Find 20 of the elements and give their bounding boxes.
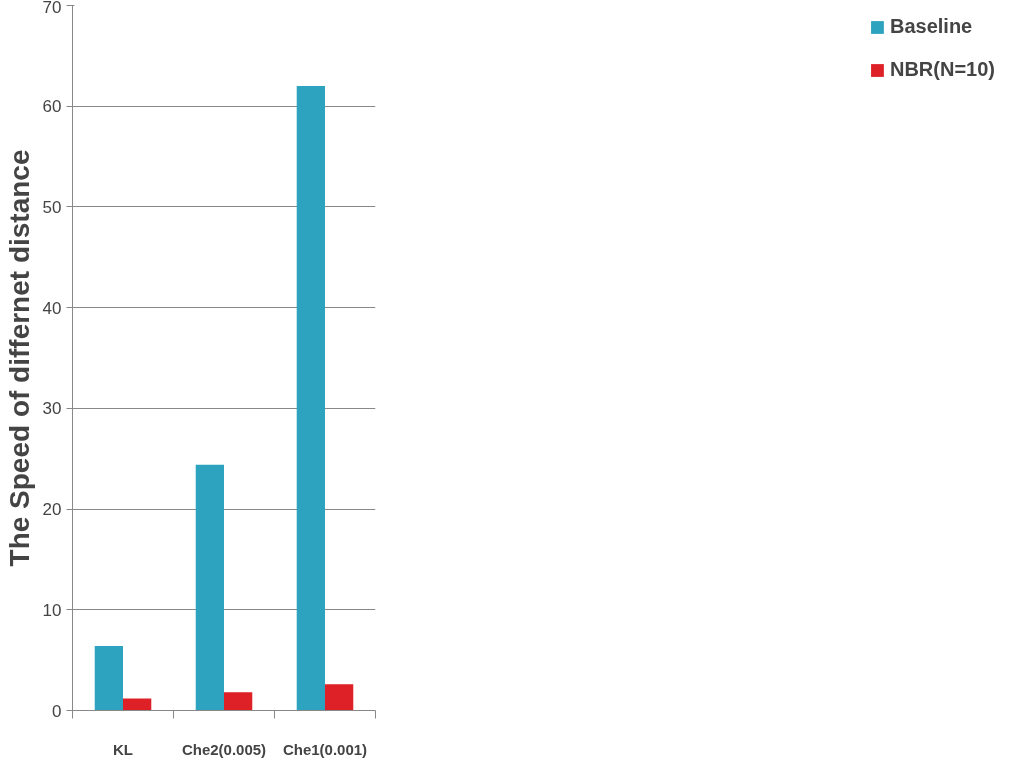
y-tick-label: 40 [42, 298, 62, 318]
bar [296, 86, 325, 711]
x-tick-label: KL [113, 740, 133, 758]
bar [325, 684, 354, 711]
y-tick-label: 50 [42, 197, 62, 217]
legend-label: Baseline [889, 15, 973, 38]
bar [94, 646, 123, 711]
y-tick-label: 20 [42, 500, 62, 520]
y-tick-label: 30 [42, 399, 62, 419]
y-axis-title: The Speed of differnet distance [3, 149, 35, 567]
y-tick-label: 0 [52, 701, 62, 721]
x-tick-label: Che2(0.005) [181, 740, 267, 758]
y-tick-label: 70 [42, 0, 62, 17]
y-tick-label: 60 [42, 97, 62, 117]
x-tick-label: Che1(0.001) [282, 740, 368, 758]
y-tick-label: 10 [42, 600, 62, 620]
legend-label: NBR(N=10) [889, 58, 995, 81]
bar [123, 698, 152, 711]
bar [224, 692, 253, 711]
bar [195, 464, 224, 711]
